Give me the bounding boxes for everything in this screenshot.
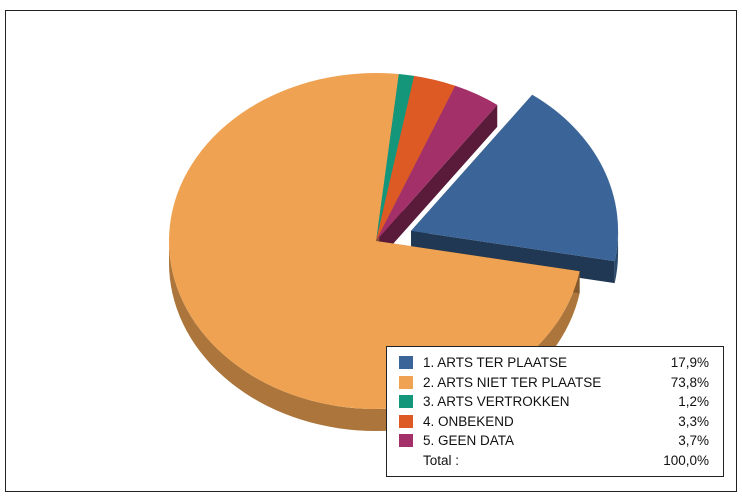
legend-item-1: 1. ARTS TER PLAATSE 17,9%	[399, 353, 713, 373]
legend-label-5: 5. GEEN DATA	[423, 433, 515, 449]
legend-label-4: 4. ONBEKEND	[423, 413, 514, 429]
legend-swatch-3	[399, 395, 413, 409]
slice-3	[376, 74, 415, 241]
legend-value-1: 17,9%	[670, 355, 709, 371]
legend-item-2: 2. ARTS NIET TER PLAATSE 73,8%	[399, 373, 713, 393]
legend-label-1: 1. ARTS TER PLAATSE	[423, 355, 568, 371]
legend-item-4: 4. ONBEKEND 3,3%	[399, 412, 713, 432]
legend-item-3: 3. ARTS VERTROKKEN 1,2%	[399, 392, 713, 412]
legend-total-value: 100,0%	[663, 452, 709, 468]
slice-2	[169, 73, 580, 410]
legend-label-2: 2. ARTS NIET TER PLAATSE	[423, 374, 602, 390]
slice-face-5-1	[376, 104, 498, 263]
legend-swatch-1	[399, 356, 413, 370]
slice-1	[411, 94, 619, 262]
legend: 1. ARTS TER PLAATSE 17,9% 2. ARTS NIET T…	[386, 346, 724, 477]
legend-total-label: Total :	[423, 452, 460, 468]
slice-5	[376, 85, 498, 241]
slice-4	[376, 75, 456, 241]
legend-value-2: 73,8%	[670, 374, 709, 390]
legend-value-4: 3,3%	[678, 413, 709, 429]
legend-swatch-5	[399, 434, 413, 448]
chart-frame: 1. ARTS TER PLAATSE 17,9% 2. ARTS NIET T…	[5, 10, 737, 492]
pie-chart	[169, 73, 619, 432]
legend-swatch-4	[399, 414, 413, 428]
legend-total: Total : 100,0%	[399, 451, 713, 471]
pie-tops	[169, 73, 619, 410]
legend-swatch-2	[399, 375, 413, 389]
legend-item-5: 5. GEEN DATA 3,7%	[399, 431, 713, 451]
legend-value-5: 3,7%	[678, 433, 709, 449]
legend-label-3: 3. ARTS VERTROKKEN	[423, 394, 570, 410]
slice-side-1	[614, 230, 619, 284]
legend-value-3: 1,2%	[678, 394, 709, 410]
